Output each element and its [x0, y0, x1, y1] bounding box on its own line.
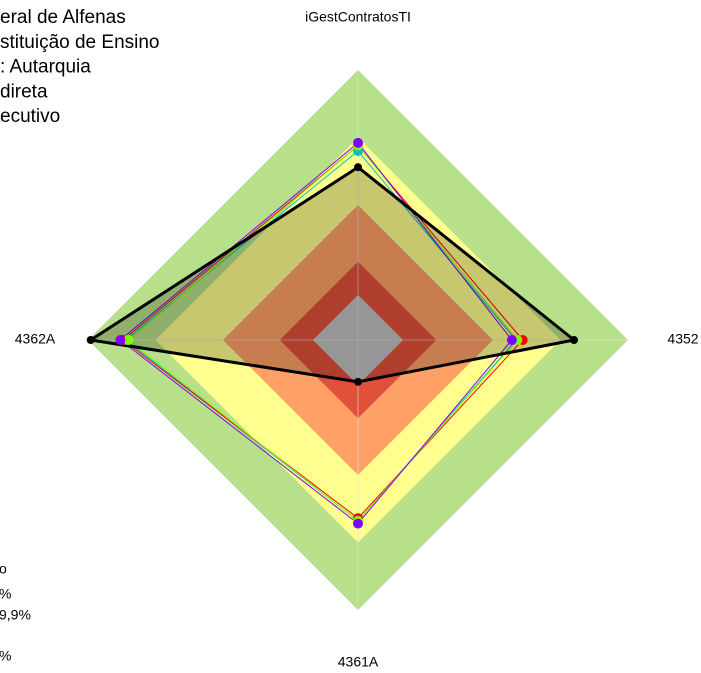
data-point	[353, 518, 363, 529]
note: 9,9%	[0, 607, 31, 623]
data-point	[354, 377, 362, 386]
data-point	[506, 335, 517, 345]
data-point	[353, 137, 363, 148]
data-point	[570, 336, 578, 344]
note: o	[0, 561, 7, 577]
category-label: 4361A	[338, 654, 379, 670]
note: stituição de Ensino	[0, 32, 160, 53]
data-point	[354, 163, 362, 172]
note: : Autarquia	[0, 57, 91, 78]
category-label: 4362A	[15, 331, 56, 347]
data-point	[115, 335, 126, 345]
note: ecutivo	[0, 106, 60, 127]
note: direta	[0, 81, 48, 102]
data-point	[86, 336, 95, 344]
category-label: iGestContratosTI	[305, 9, 411, 25]
data-point	[123, 335, 134, 345]
note: %	[0, 648, 11, 664]
category-label: 4352	[667, 331, 698, 347]
note: %	[0, 586, 11, 602]
note: eral de Alfenas	[0, 7, 126, 28]
